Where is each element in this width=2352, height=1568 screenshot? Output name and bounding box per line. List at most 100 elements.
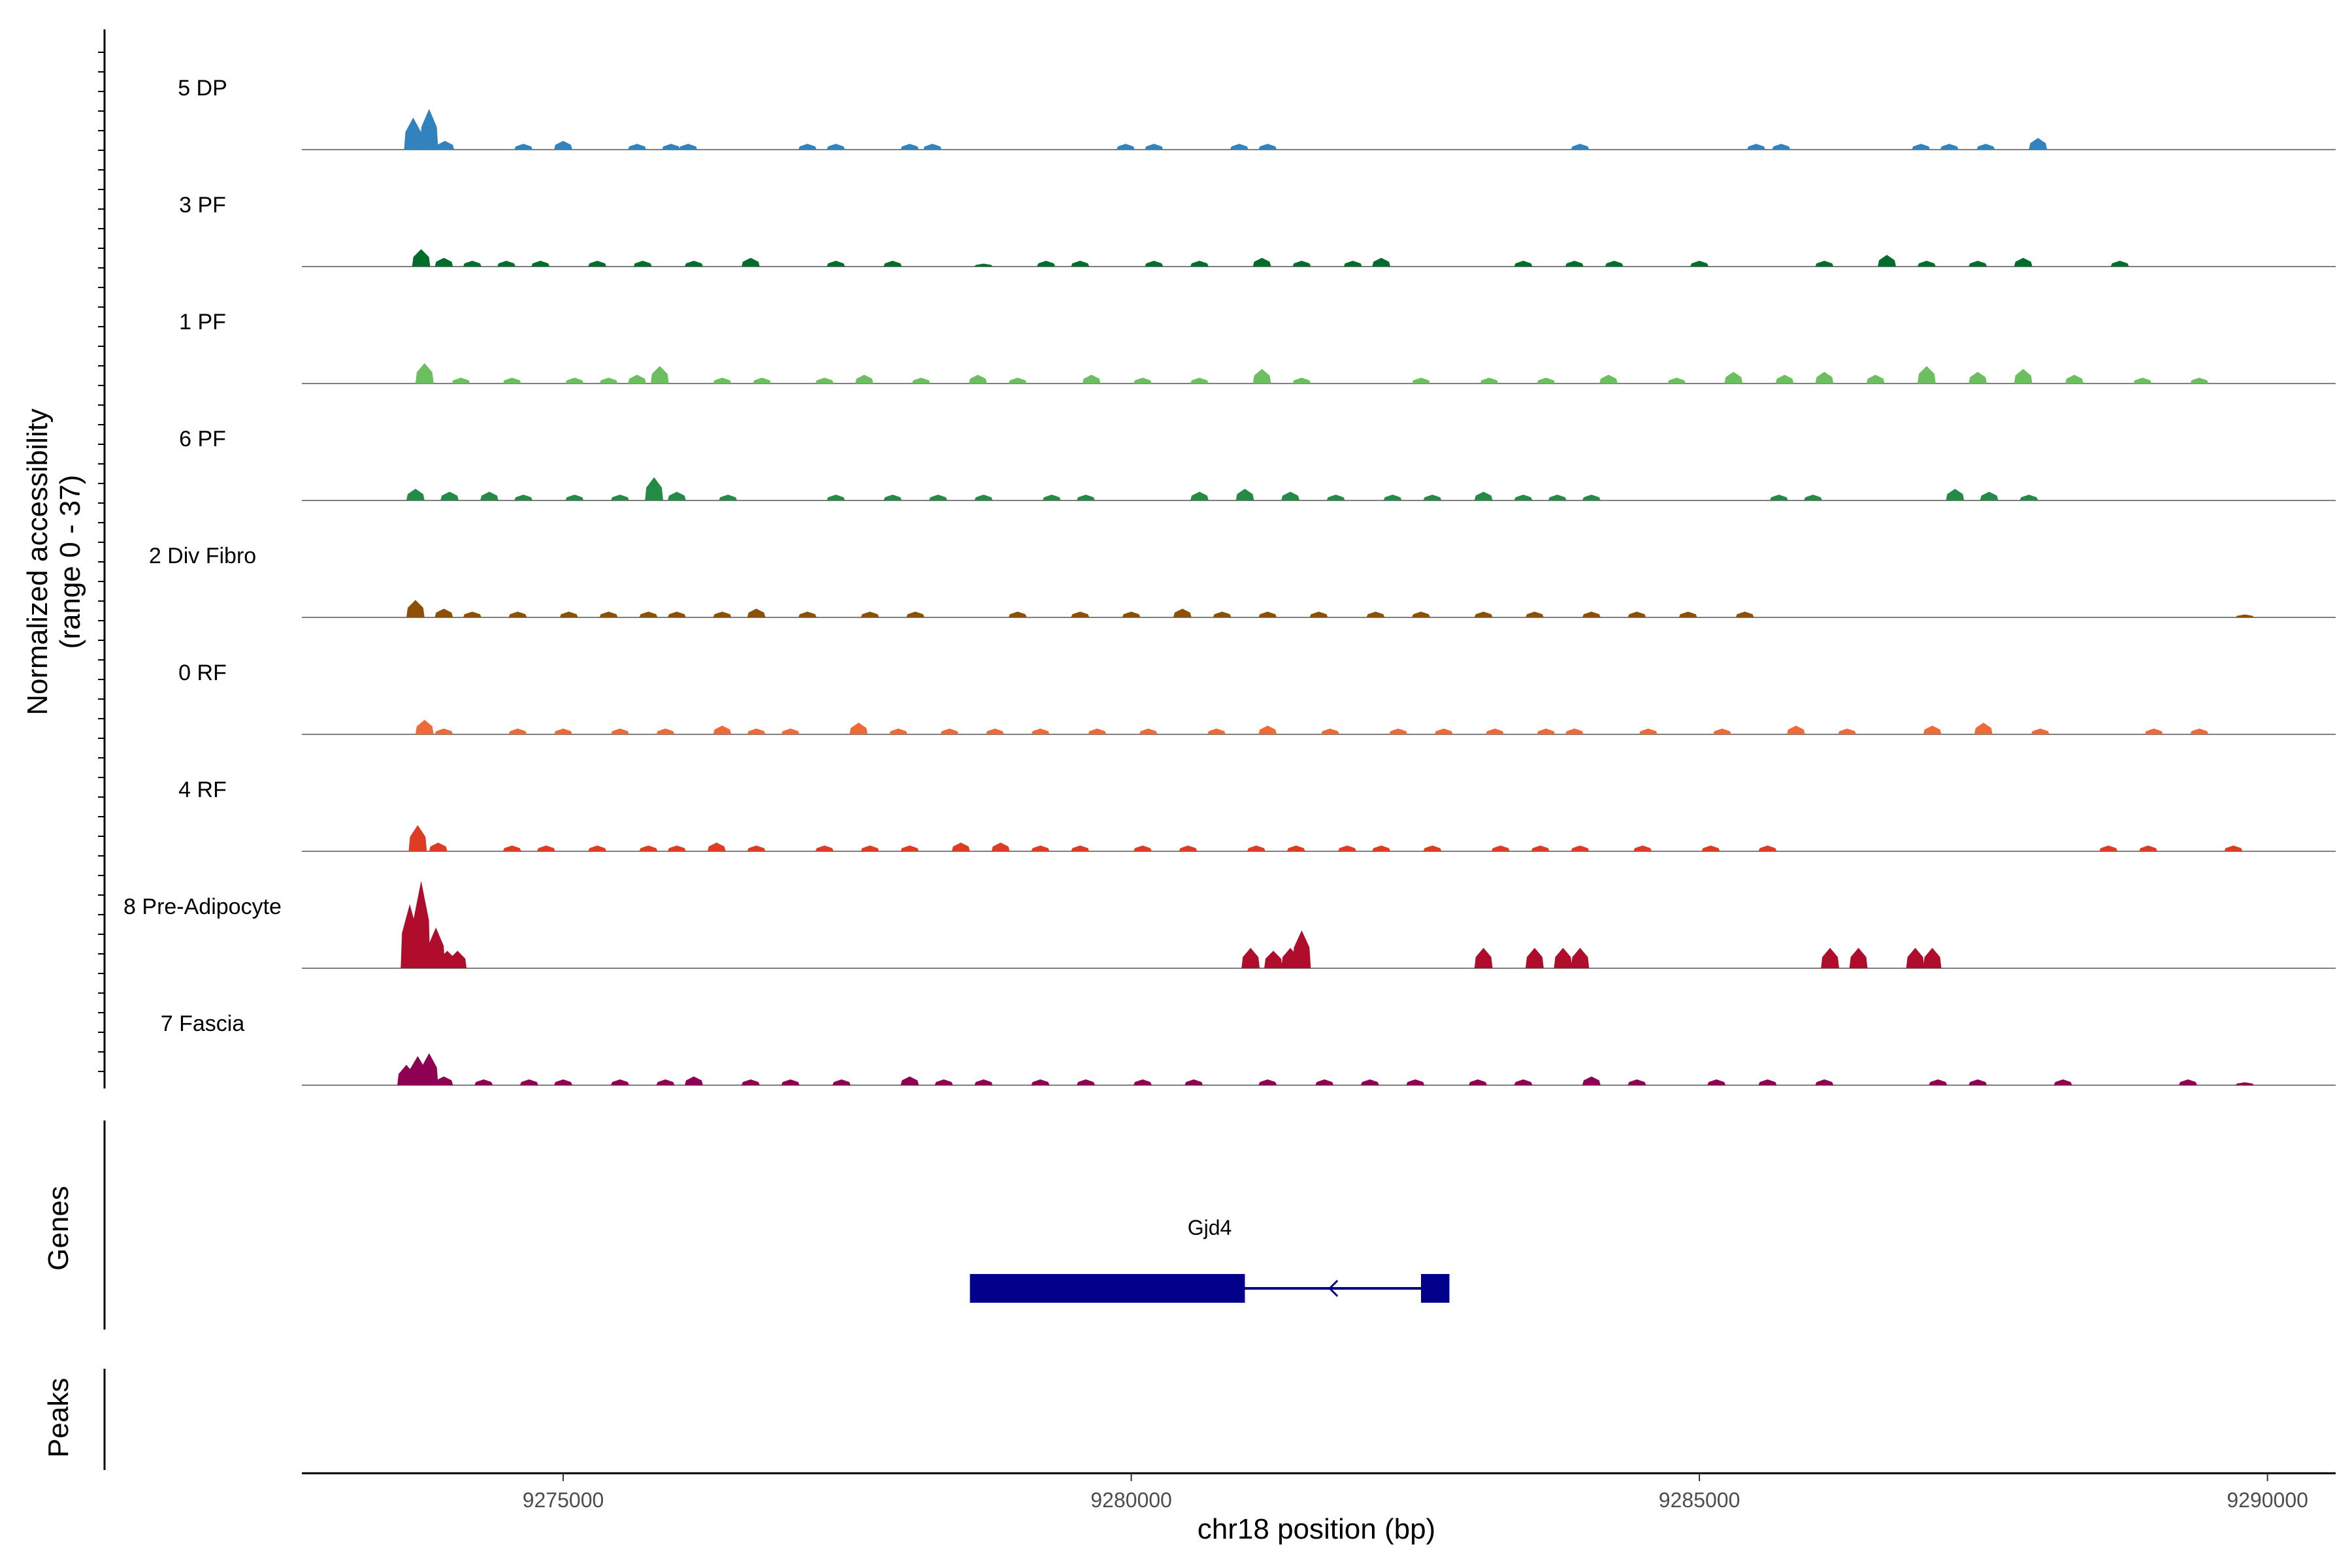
coverage-peak <box>1145 144 1164 150</box>
coverage-peak <box>2014 257 2033 267</box>
track-label: 7 Fascia <box>161 1011 245 1036</box>
coverage-peak <box>1116 144 1135 150</box>
coverage-peak <box>508 728 527 734</box>
track-4: 6 PF <box>179 427 2336 501</box>
track-label: 6 PF <box>179 427 226 451</box>
coverage-peak <box>685 261 703 267</box>
coverage-peak <box>519 1079 538 1085</box>
track-5: 2 Div Fibro <box>149 544 2336 618</box>
coverage-peak <box>1571 947 1590 968</box>
coverage-peak <box>1480 378 1499 384</box>
coverage-peak <box>1372 845 1391 851</box>
coverage-peak <box>2014 368 2033 384</box>
x-axis-title: chr18 position (bp) <box>1198 1513 1435 1545</box>
coverage-peak <box>667 612 686 617</box>
coverage-peak <box>968 374 987 384</box>
coverage-peak <box>855 374 874 384</box>
coverage-peak <box>826 144 845 150</box>
coverage-peak <box>900 144 919 150</box>
coverage-peak <box>1031 1079 1050 1085</box>
coverage-peak <box>883 261 902 267</box>
coverage-peak <box>588 261 607 267</box>
coverage-peak <box>434 608 453 617</box>
coverage-peak <box>1383 495 1402 500</box>
coverage-peak <box>900 845 919 851</box>
coverage-peak <box>849 723 868 734</box>
coverage-peak <box>1787 725 1805 734</box>
coverage-peak <box>554 1079 572 1085</box>
coverage-peak <box>798 144 817 150</box>
coverage-peak <box>1082 374 1101 384</box>
coverage-peak <box>1667 378 1686 384</box>
coverage-peak <box>1173 608 1192 617</box>
coverage-peak <box>1491 845 1510 851</box>
coverage-peak <box>2110 261 2129 267</box>
coverage-peak <box>536 845 555 851</box>
coverage-peak <box>633 261 652 267</box>
track-3: 1 PF <box>179 310 2336 384</box>
coverage-peak <box>747 845 766 851</box>
coverage-peak <box>713 378 732 384</box>
coverage-peak <box>685 1076 703 1085</box>
coverage-peak <box>1565 728 1584 734</box>
gene-gjd4: Gjd4 <box>970 1216 1450 1303</box>
track-8: 8 Pre-Adipocyte <box>123 881 2336 969</box>
track-label: 4 RF <box>178 777 227 802</box>
y-axis-title-line1: Normalized accessibility <box>22 408 54 715</box>
coverage-peak <box>1758 1079 1777 1085</box>
coverage-peak <box>1412 378 1430 384</box>
coverage-peak <box>1582 1076 1601 1085</box>
coverage-peak <box>429 842 448 851</box>
coverage-peak <box>1747 144 1765 150</box>
coverage-peak <box>860 845 879 851</box>
coverage-peak <box>662 144 681 150</box>
coverage-peak <box>628 144 646 150</box>
coverage-peak <box>497 261 515 267</box>
coverage-peak <box>1627 1079 1646 1085</box>
coverage-peak <box>1968 372 1987 384</box>
coverage-peak <box>1423 845 1442 851</box>
coverage-peak <box>1678 612 1697 617</box>
genes-panel-title: Genes <box>42 1186 74 1271</box>
coverage-peak <box>2065 374 2083 384</box>
coverage-peak <box>1071 845 1090 851</box>
coverage-peak <box>1633 845 1652 851</box>
track-label: 3 PF <box>179 193 226 218</box>
coverage-peak <box>531 261 550 267</box>
coverage-peak <box>2144 728 2163 734</box>
coverage-peak <box>1514 1079 1533 1085</box>
coverage-peak <box>415 363 434 384</box>
coverage-peak <box>1514 261 1533 267</box>
coverage-peak <box>412 249 431 267</box>
x-tick-label: 9280000 <box>1090 1488 1172 1512</box>
coverage-peak <box>1031 845 1050 851</box>
coverage-peak <box>2190 378 2209 384</box>
coverage-peak <box>419 108 438 150</box>
coverage-peak <box>1526 612 1544 617</box>
coverage-peak <box>1134 378 1152 384</box>
coverage-peak <box>923 144 942 150</box>
coverage-peak <box>650 366 669 384</box>
coverage-peak <box>1077 1079 1095 1085</box>
coverage-peak <box>1946 489 1965 500</box>
coverage-peak <box>463 261 482 267</box>
coverage-peak <box>1599 374 1618 384</box>
gene-label: Gjd4 <box>1188 1216 1232 1239</box>
coverage-peak <box>1088 728 1107 734</box>
coverage-peak <box>1252 257 1271 267</box>
gene-exon <box>970 1274 1245 1303</box>
coverage-peak <box>1537 728 1556 734</box>
coverage-peak <box>1037 261 1056 267</box>
coverage-peak <box>1878 255 1896 267</box>
coverage-peak <box>974 495 993 500</box>
coverage-peak <box>781 1079 800 1085</box>
coverage-peak <box>639 845 658 851</box>
coverage-peak <box>1815 261 1834 267</box>
coverage-peak <box>434 257 453 267</box>
coverage-peak <box>434 1076 453 1085</box>
y-axis-title-line2: (range 0 - 37) <box>54 475 86 649</box>
coverage-peak <box>1292 261 1311 267</box>
coverage-peak <box>565 495 584 500</box>
coverage-peak <box>1412 612 1430 617</box>
coverage-peak <box>951 842 970 851</box>
